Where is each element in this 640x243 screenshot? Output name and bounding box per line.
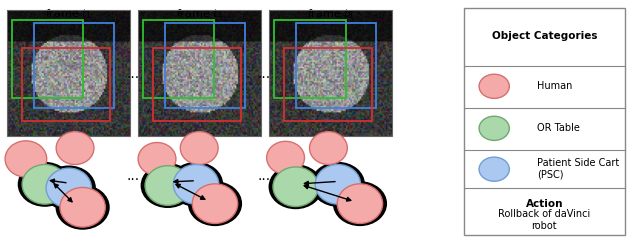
- Text: Object Categories: Object Categories: [492, 31, 597, 41]
- Ellipse shape: [311, 162, 365, 207]
- Ellipse shape: [141, 163, 195, 208]
- Ellipse shape: [479, 116, 509, 140]
- Bar: [296, 23, 376, 108]
- Ellipse shape: [479, 74, 509, 98]
- Ellipse shape: [310, 132, 348, 165]
- Ellipse shape: [315, 165, 360, 204]
- Ellipse shape: [138, 143, 176, 175]
- Ellipse shape: [5, 141, 47, 177]
- Ellipse shape: [337, 184, 383, 224]
- Bar: [153, 48, 241, 121]
- Ellipse shape: [56, 185, 109, 230]
- Text: ...: ...: [127, 169, 140, 183]
- Ellipse shape: [267, 141, 305, 174]
- Text: ...: ...: [257, 169, 271, 183]
- Bar: [274, 20, 346, 98]
- Text: ...: ...: [257, 67, 271, 81]
- Ellipse shape: [269, 164, 323, 209]
- Ellipse shape: [173, 165, 219, 204]
- Ellipse shape: [145, 166, 191, 205]
- Ellipse shape: [180, 132, 218, 165]
- Bar: [464, 8, 625, 235]
- Ellipse shape: [56, 132, 94, 165]
- Text: frame $t_4$: frame $t_4$: [176, 7, 223, 21]
- Bar: [22, 48, 110, 121]
- Bar: [34, 23, 114, 108]
- Text: frame $t_1$: frame $t_1$: [45, 7, 92, 21]
- Ellipse shape: [46, 168, 92, 208]
- Ellipse shape: [42, 165, 96, 210]
- Ellipse shape: [192, 184, 237, 224]
- Text: ...: ...: [127, 67, 140, 81]
- Bar: [138, 10, 261, 136]
- Ellipse shape: [18, 162, 72, 207]
- Text: OR Table: OR Table: [537, 123, 580, 133]
- Text: Action: Action: [525, 200, 563, 209]
- Text: Human: Human: [537, 81, 572, 91]
- Bar: [143, 20, 214, 98]
- Ellipse shape: [60, 187, 106, 227]
- Text: Rollback of daVinci
robot: Rollback of daVinci robot: [498, 209, 591, 231]
- Bar: [165, 23, 245, 108]
- Bar: [284, 48, 372, 121]
- Bar: [269, 10, 392, 136]
- Ellipse shape: [273, 167, 318, 207]
- Text: frame $t_8$: frame $t_8$: [307, 7, 355, 21]
- Ellipse shape: [169, 162, 223, 207]
- Text: Patient Side Cart
(PSC): Patient Side Cart (PSC): [537, 158, 620, 180]
- Ellipse shape: [22, 165, 67, 204]
- Ellipse shape: [479, 157, 509, 181]
- Bar: [7, 10, 130, 136]
- Bar: [12, 20, 83, 98]
- Ellipse shape: [333, 181, 387, 226]
- Ellipse shape: [188, 181, 242, 226]
